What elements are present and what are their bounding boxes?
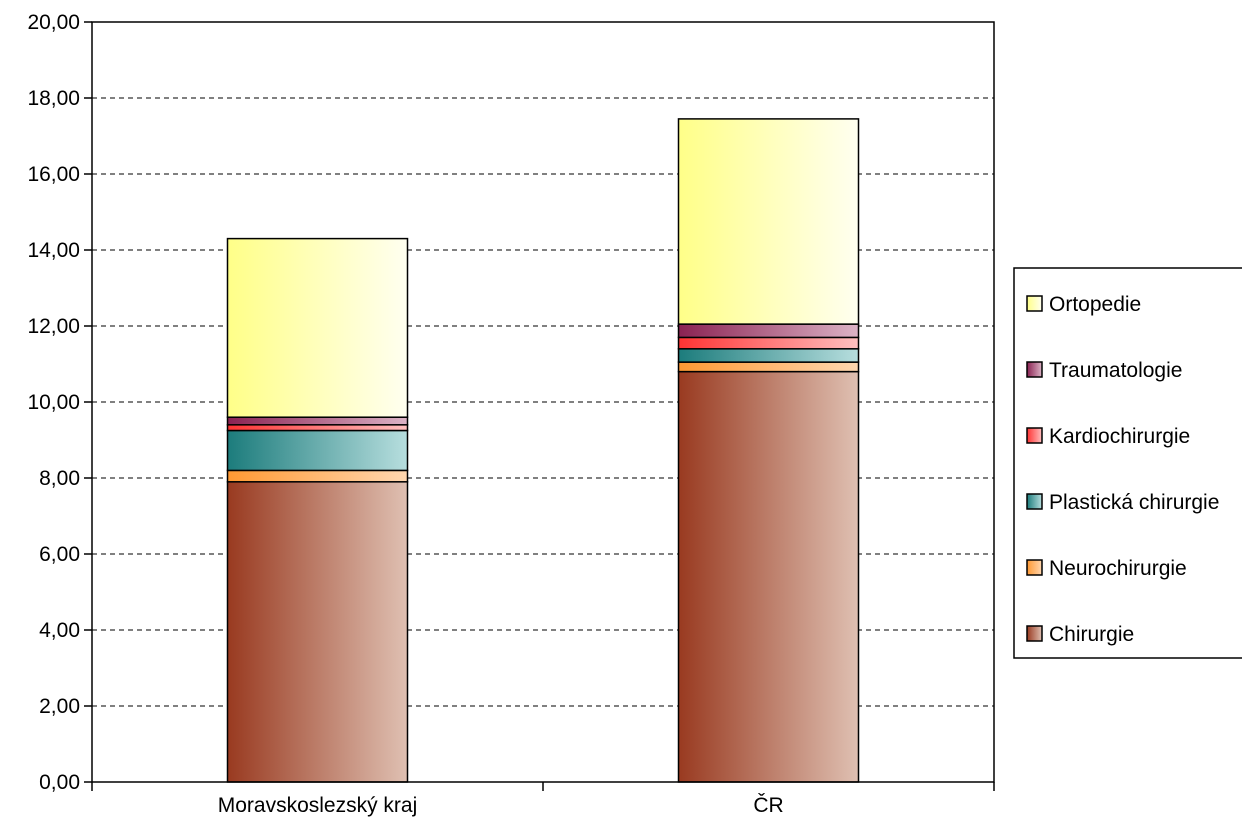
x-category-label: ČR <box>753 794 783 817</box>
y-tick-label: 4,00 <box>39 619 80 642</box>
x-category-labels: Moravskoslezský kraj ČR <box>218 794 784 817</box>
bar-segment-kardiochirurgie <box>226 424 409 432</box>
y-tick-label: 12,00 <box>27 315 80 338</box>
legend-swatch <box>1026 361 1043 378</box>
bar-segment-traumatologie <box>226 416 409 426</box>
bar-segment-plastická-chirurgie <box>677 348 860 363</box>
bar-segment-traumatologie <box>677 323 860 339</box>
legend-box <box>1013 267 1242 659</box>
bar-segment-plastická-chirurgie <box>226 429 409 472</box>
y-tick-label: 8,00 <box>39 467 80 490</box>
y-tick-label: 18,00 <box>27 87 80 110</box>
bar-segment-chirurgie <box>677 370 860 783</box>
y-tick-label: 6,00 <box>39 543 80 566</box>
legend-swatch <box>1026 427 1043 444</box>
y-tick-label: 0,00 <box>39 771 80 794</box>
legend-label: Ortopedie <box>1049 293 1141 316</box>
y-tick-label: 2,00 <box>39 695 80 718</box>
legend-label: Plastická chirurgie <box>1049 491 1219 514</box>
legend-swatch <box>1026 559 1043 576</box>
legend-swatch <box>1026 493 1043 510</box>
y-tick-label: 16,00 <box>27 163 80 186</box>
bars <box>226 118 860 783</box>
y-tick-label: 14,00 <box>27 239 80 262</box>
axes <box>84 21 995 791</box>
bar-segment-ortopedie <box>226 237 409 418</box>
legend-swatch <box>1026 625 1043 642</box>
legend-label: Kardiochirurgie <box>1049 425 1190 448</box>
y-tick-label: 10,00 <box>27 391 80 414</box>
legend-swatch <box>1026 295 1043 312</box>
bar-segment-neurochirurgie <box>677 361 860 373</box>
bar-segment-chirurgie <box>226 481 409 783</box>
x-category-label: Moravskoslezský kraj <box>218 794 418 817</box>
bar-segment-kardiochirurgie <box>677 336 860 350</box>
legend-label: Chirurgie <box>1049 623 1134 646</box>
y-tick-labels: 0,00 2,00 4,00 6,00 8,00 10,00 12,00 14,00 16,00… <box>27 11 80 794</box>
y-tick-label: 20,00 <box>27 11 80 34</box>
bar-segment-neurochirurgie <box>226 469 409 483</box>
legend: Ortopedie Traumatologie Kardiochirurgie Pla… <box>1013 267 1242 659</box>
bar-segment-ortopedie <box>677 118 860 325</box>
legend-label: Traumatologie <box>1049 359 1182 382</box>
legend-label: Neurochirurgie <box>1049 557 1187 580</box>
